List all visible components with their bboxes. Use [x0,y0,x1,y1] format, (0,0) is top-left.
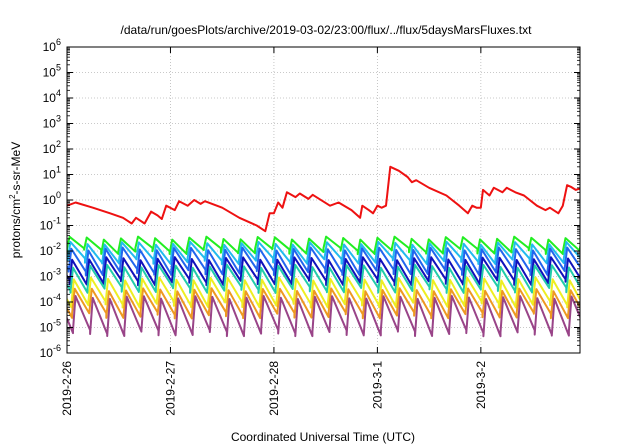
y-tick-label-exponent: -2 [53,241,61,251]
y-tick-label-exponent: 2 [56,139,61,149]
y-tick-label-base: 10 [43,66,57,80]
x-axis-label: Coordinated Universal Time (UTC) [231,430,415,444]
y-tick-label: 102 [43,139,61,156]
y-tick-label-exponent: 4 [56,88,61,98]
y-tick-label-base: 10 [40,219,54,233]
y-tick-label-base: 10 [40,270,54,284]
y-tick-label-exponent: -6 [53,343,61,353]
y-tick-label: 10-2 [40,241,61,258]
series-line [67,240,580,266]
y-tick-label-base: 10 [40,321,54,335]
y-tick-label-base: 10 [40,244,54,258]
series-line [67,165,580,233]
y-tick-label-base: 10 [43,193,57,207]
x-tick-label: 2019-3-2 [474,361,488,409]
y-tick-label-exponent: -1 [53,216,61,226]
y-tick-label: 106 [43,37,61,54]
y-tick-label-base: 10 [43,168,57,182]
y-axis-label-superscript: 2 [8,194,17,199]
y-tick-label-exponent: -3 [53,267,61,277]
series-line [67,263,580,294]
y-tick-label-base: 10 [43,91,57,105]
y-tick-label-base: 10 [43,142,57,156]
y-tick-labels: 10-610-510-410-310-210-11001011021031041… [40,37,61,360]
y-tick-label: 10-3 [40,267,61,284]
y-tick-label: 104 [43,88,61,105]
y-tick-label: 10-4 [40,292,61,309]
y-tick-label-exponent: 3 [56,114,61,124]
x-tick-label: 2019-2-26 [60,361,74,416]
y-tick-label: 101 [43,165,61,182]
x-tick-label: 2019-2-28 [267,361,281,416]
series-line [67,246,580,277]
y-tick-label-base: 10 [40,295,54,309]
y-tick-label-exponent: -4 [53,292,61,302]
y-tick-label: 10-1 [40,216,61,233]
chart-title: /data/run/goesPlots/archive/2019-03-02/2… [121,23,533,37]
y-tick-label-exponent: 0 [56,190,61,200]
y-tick-label-exponent: 6 [56,37,61,47]
y-tick-label-base: 10 [43,117,57,131]
y-tick-label: 10-5 [40,318,61,335]
x-tick-label: 2019-3-1 [370,361,384,409]
y-tick-label-exponent: 5 [56,63,61,73]
series-line [67,256,580,287]
y-axis-label: protons/cm2-s-sr-MeV [8,142,23,258]
x-tick-label: 2019-2-27 [163,361,177,416]
y-axis-label-main: protons/cm [9,199,23,258]
y-tick-label: 105 [43,63,61,80]
series-line [67,276,580,309]
y-tick-label: 103 [43,114,61,131]
series-line [67,235,580,256]
y-tick-label-exponent: 1 [56,165,61,175]
y-tick-label: 100 [43,190,61,207]
series-line [67,295,580,338]
x-tick-labels: 2019-2-26 2019-2-27 2019-2-28 2019-3-1 2019-… [60,361,488,416]
y-tick-label: 10-6 [40,343,61,360]
y-tick-label-exponent: -5 [53,318,61,328]
y-tick-label-base: 10 [40,346,54,360]
series-line [67,287,580,320]
y-axis-label-rest: -s-sr-MeV [9,142,23,195]
tick-layer [66,46,580,354]
y-tick-label-base: 10 [43,40,57,54]
series-layer [67,165,580,338]
